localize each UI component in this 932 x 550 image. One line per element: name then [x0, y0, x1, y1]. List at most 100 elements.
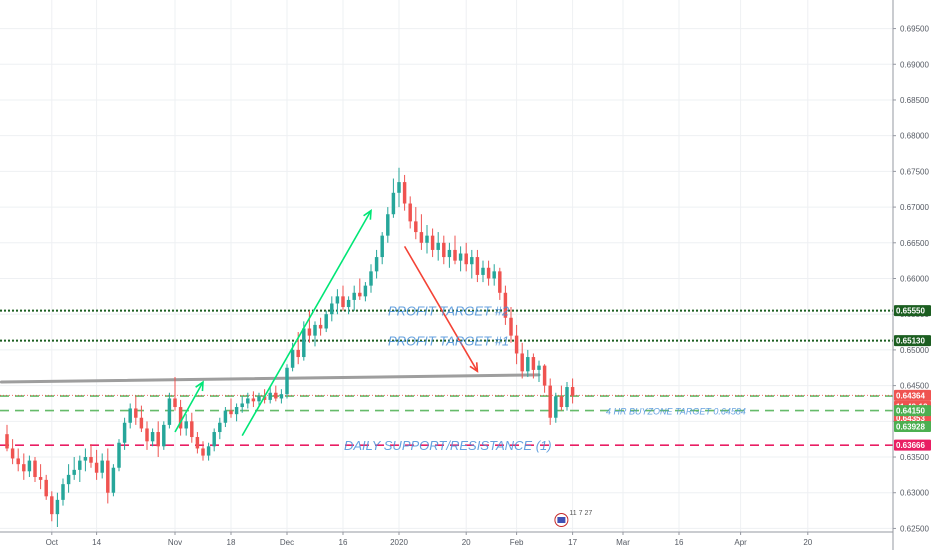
- candle-body: [352, 292, 356, 300]
- time-tick-label: 2020: [390, 538, 408, 547]
- candle-body: [430, 235, 435, 250]
- price-tick-label: 0.68000: [900, 132, 929, 141]
- candle-body: [335, 296, 340, 304]
- candle-body: [83, 457, 88, 461]
- candle-body: [61, 484, 65, 500]
- event-marker[interactable]: 11 7 27: [554, 510, 592, 527]
- candle-body: [453, 249, 457, 261]
- candle-body: [531, 357, 536, 370]
- price-tick-label: 0.66500: [900, 239, 929, 248]
- candle-body: [402, 182, 407, 204]
- candle-body: [218, 422, 222, 433]
- candle-body: [229, 410, 233, 415]
- time-tick-label: 16: [675, 538, 684, 547]
- candle-body: [464, 253, 468, 265]
- candle-body: [436, 242, 440, 250]
- candle-body: [100, 460, 104, 473]
- candle-body: [78, 460, 82, 470]
- candle-body: [268, 392, 272, 400]
- candle-body: [307, 328, 312, 336]
- arrow-head: [363, 209, 372, 220]
- candle-body: [167, 398, 172, 425]
- candle-body: [486, 267, 491, 279]
- price-badge-label: 0.64150: [896, 407, 925, 416]
- candle-body: [380, 235, 384, 258]
- price-badge-label: 0.64364: [896, 391, 925, 400]
- price-tick-label: 0.67500: [900, 167, 929, 176]
- candle-body: [414, 221, 418, 233]
- arrow-head: [195, 380, 204, 392]
- candle-body: [178, 407, 183, 429]
- candle-body: [55, 499, 60, 515]
- candle-body: [184, 421, 188, 429]
- candle-body: [44, 479, 48, 497]
- time-tick-label: Nov: [168, 538, 182, 547]
- time-tick-label: Oct: [46, 538, 59, 547]
- candle-body: [134, 408, 138, 418]
- candle-body: [374, 257, 379, 272]
- candle-body: [570, 387, 575, 396]
- flag-canton: [557, 517, 566, 523]
- level-label: 4 HR BUYZONE TARGET 0.64584: [606, 407, 746, 417]
- candle-body: [33, 460, 37, 478]
- candle-body: [318, 324, 323, 329]
- candle-body: [156, 432, 160, 447]
- candle-body: [565, 387, 569, 408]
- candle-body: [475, 257, 480, 275]
- level-label: DAILY SUPPORT/RESISTANCE (1): [344, 438, 552, 453]
- price-badge: [894, 305, 931, 317]
- price-tick-label: 0.68500: [900, 96, 929, 105]
- candle-body: [358, 292, 362, 297]
- price-badge-label: 0.65550: [896, 307, 925, 316]
- price-badge: [894, 405, 931, 417]
- candle-body: [145, 428, 149, 442]
- candle-body: [498, 271, 502, 293]
- time-axis[interactable]: Oct 14 Nov 18 Dec 16 2020 20 Feb 17 Mar 16 Apr 20: [46, 532, 813, 547]
- candle-body: [240, 403, 244, 408]
- candle-body: [150, 432, 155, 442]
- arrow-head: [469, 362, 479, 373]
- candle-body: [201, 448, 205, 456]
- candle-body: [386, 214, 390, 236]
- candle-body: [470, 257, 474, 265]
- arrow-line: [174, 381, 204, 433]
- event-label: 11 7 27: [569, 510, 592, 517]
- candle-body: [514, 335, 519, 354]
- candle-body: [50, 496, 54, 515]
- price-axis[interactable]: 0.69500 0.69000 0.68500 0.68000 0.67500 0.670…: [893, 25, 929, 534]
- trendline-layer: [0, 373, 541, 384]
- time-tick-label: 17: [568, 538, 577, 547]
- candle-body: [111, 467, 116, 493]
- candle-body: [16, 458, 20, 465]
- price-tick-label: 0.65000: [900, 346, 929, 355]
- candle-body: [425, 235, 429, 243]
- candle-body: [520, 353, 524, 372]
- candle-body: [458, 253, 463, 261]
- candle-body: [419, 232, 424, 243]
- time-tick-label: Mar: [616, 538, 630, 547]
- candle-body: [10, 448, 15, 459]
- time-tick-label: 16: [339, 538, 348, 547]
- trendline: [0, 373, 541, 384]
- candle-body: [324, 314, 328, 329]
- candle-body: [526, 357, 530, 372]
- price-tick-label: 0.63500: [900, 453, 929, 462]
- price-badge-label: 0.65130: [896, 337, 925, 346]
- price-badge-label: 0.63928: [896, 422, 925, 431]
- time-tick-label: Feb: [510, 538, 524, 547]
- candle-body: [313, 324, 317, 336]
- price-tick-label: 0.66000: [900, 274, 929, 283]
- candle-body: [262, 396, 267, 400]
- price-badge-label: 0.64353: [896, 414, 925, 423]
- price-badge: [894, 335, 931, 347]
- candle-body: [38, 477, 43, 480]
- candle-body: [447, 249, 452, 258]
- candle-body: [139, 417, 144, 429]
- candle-body: [22, 464, 26, 472]
- candle-body: [330, 303, 334, 315]
- candle-body: [190, 421, 194, 438]
- candle-body: [363, 285, 368, 297]
- candle-body: [257, 396, 261, 402]
- candle-body: [173, 398, 177, 408]
